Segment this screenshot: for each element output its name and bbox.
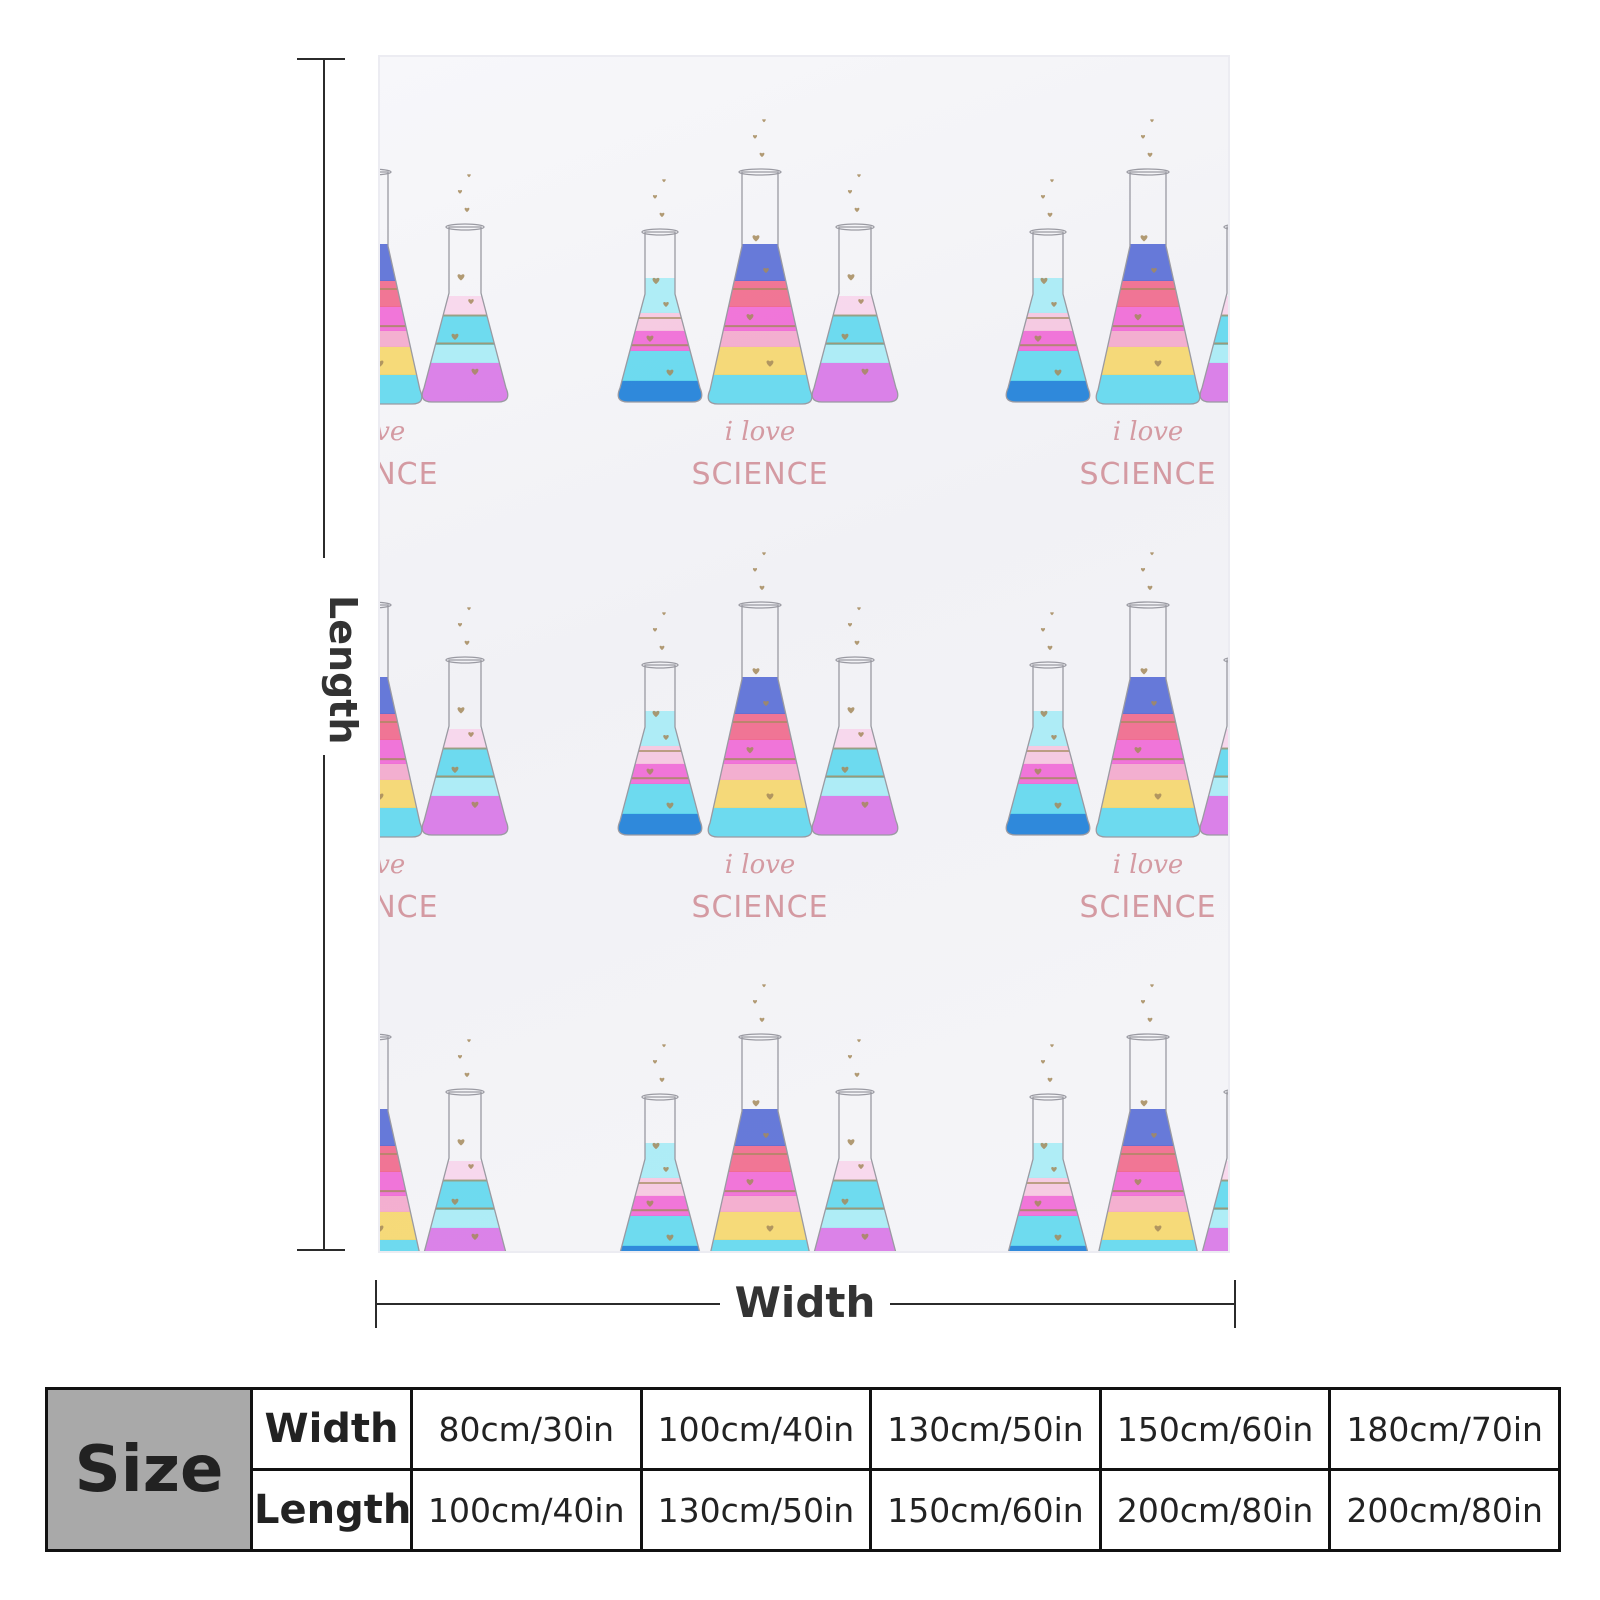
flask-motif: i love SCIENCE [617,119,899,492]
flask-motif: i love SCIENCE [617,552,899,925]
left-flask [1006,1044,1090,1251]
motif-science-text: SCIENCE [1079,890,1216,925]
width-cell: 130cm/50in [869,1387,1102,1471]
center-flask [707,552,813,838]
right-flask [1199,657,1228,836]
length-dimension-top-cap [297,58,345,60]
length-dimension-bottom-cap [297,1249,345,1251]
length-cell: 100cm/40in [410,1468,643,1552]
length-dimension-line-upper [323,58,325,558]
width-label: Width [720,1278,890,1328]
flask-motif: i love SCIENCE [380,168,509,492]
motif-script-text: i love [380,850,405,880]
motif-science-text: SCIENCE [380,890,439,925]
width-cell: 180cm/70in [1328,1387,1561,1471]
center-flask [380,601,423,838]
length-label: Length [321,595,365,745]
right-flask [812,1039,898,1251]
flask-motif: i love SCIENCE [1005,119,1228,492]
right-flask [1200,1089,1228,1251]
length-cell: 130cm/50in [639,1468,873,1552]
right-flask [1199,224,1228,403]
science-flask-pattern: i love SCIENCE i love SCIENCE i love SCIENCE i… [380,119,1228,1251]
center-flask [708,984,812,1251]
right-flask [811,607,899,836]
left-flask [618,1044,702,1251]
center-flask [1095,119,1201,405]
right-flask [422,1039,508,1251]
motif-science-text: SCIENCE [1079,457,1216,492]
left-flask [1005,179,1091,403]
length-cell: 200cm/80in [1328,1468,1561,1552]
width-cell: 80cm/30in [410,1387,643,1471]
motif-science-text: SCIENCE [691,457,828,492]
row-label-length: Length [250,1468,413,1552]
left-flask [1005,612,1091,836]
width-cell: 150cm/60in [1098,1387,1332,1471]
motif-script-text: i love [1113,417,1184,447]
motif-science-text: SCIENCE [691,890,828,925]
motif-script-text: i love [380,417,405,447]
motif-script-text: i love [725,850,796,880]
size-row-length: Length 100cm/40in 130cm/50in 150cm/60in … [47,1468,1561,1552]
right-flask [421,607,509,836]
length-cell: 150cm/60in [869,1468,1102,1552]
blanket-preview: i love SCIENCE i love SCIENCE i love SCIENCE i… [378,55,1230,1253]
flask-motif: i love SCIENCE [380,601,509,925]
width-cell: 100cm/40in [639,1387,873,1471]
width-dimension-right-cap [1234,1280,1236,1328]
flask-motif: i love SCIENCE [1005,552,1228,925]
motif-science-text: SCIENCE [380,457,439,492]
size-table: Size Width 80cm/30in 100cm/40in 130cm/50… [45,1387,1561,1552]
left-flask [617,179,703,403]
center-flask [1095,552,1201,838]
center-flask [1096,984,1200,1251]
center-flask [380,168,423,405]
right-flask [811,174,899,403]
motif-script-text: i love [1113,850,1184,880]
size-title: Size [45,1387,253,1552]
right-flask [421,174,509,403]
left-flask [617,612,703,836]
row-label-width: Width [250,1387,413,1471]
motif-script-text: i love [725,417,796,447]
length-dimension-line-lower [323,755,325,1250]
length-cell: 200cm/80in [1098,1468,1332,1552]
size-row-width: Size Width 80cm/30in 100cm/40in 130cm/50… [45,1387,1561,1552]
center-flask [707,119,813,405]
center-flask [380,1033,422,1251]
